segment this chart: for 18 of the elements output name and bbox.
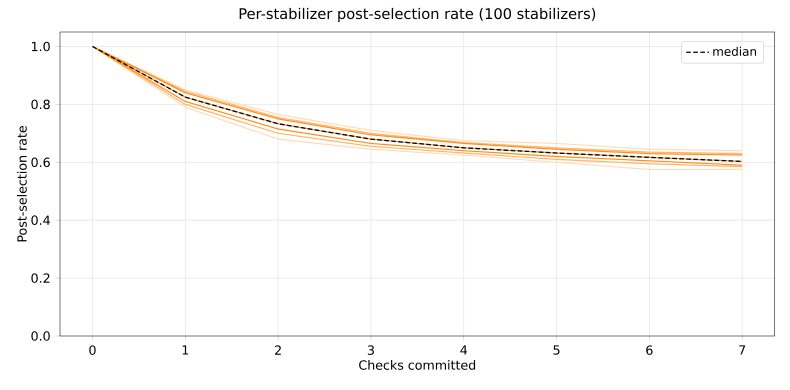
x-axis-title: Checks committed <box>359 360 476 370</box>
y-tick-label: 0.8 <box>31 100 50 110</box>
x-tick-label: 5 <box>554 345 560 355</box>
legend-label: median <box>713 46 756 56</box>
x-tick-label: 2 <box>275 345 281 355</box>
x-tick-label: 1 <box>182 345 188 355</box>
y-tick-label: 0.0 <box>31 331 50 341</box>
y-tick-label: 0.6 <box>31 158 50 168</box>
x-tick-label: 0 <box>89 345 96 355</box>
y-tick-label: 1.0 <box>32 42 50 52</box>
y-axis-title: Post-selection rate <box>17 126 27 242</box>
x-tick-label: 4 <box>460 345 468 355</box>
chart-title: Per-stabilizer post-selection rate (100 stabilizers) <box>240 8 596 22</box>
x-tick-label: 6 <box>646 345 653 355</box>
y-tick-label: 0.2 <box>31 273 50 283</box>
x-tick-label: 3 <box>368 345 374 355</box>
y-tick-label: 0.4 <box>31 215 50 225</box>
x-tick-label: 7 <box>739 345 746 355</box>
